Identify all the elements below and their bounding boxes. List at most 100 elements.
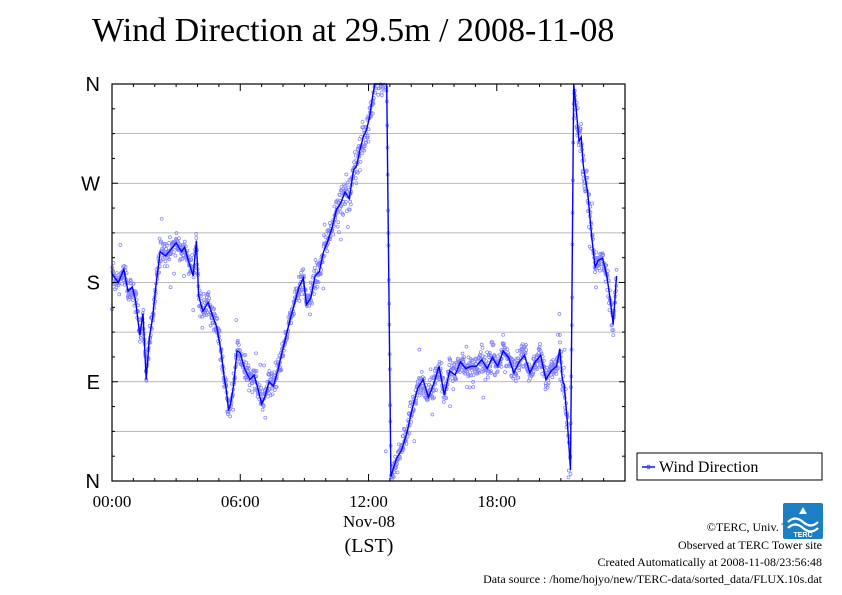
- data-point: [594, 250, 599, 255]
- x-tick-label: 12:00: [349, 492, 388, 511]
- data-point: [130, 298, 135, 303]
- data-point: [362, 144, 367, 149]
- legend-box: [636, 452, 823, 481]
- data-point: [237, 342, 241, 347]
- data-point: [197, 304, 201, 309]
- data-point: [441, 400, 446, 404]
- data-point: [173, 253, 178, 258]
- data-point: [447, 363, 452, 367]
- data-point: [141, 308, 146, 312]
- data-point: [260, 407, 265, 412]
- data-point: [610, 328, 615, 332]
- data-point: [325, 249, 329, 254]
- data-point: [301, 267, 306, 272]
- data-point: [274, 385, 279, 389]
- data-point: [167, 241, 171, 245]
- data-point: [297, 298, 302, 303]
- data-point: [354, 169, 359, 174]
- data-point: [503, 370, 507, 375]
- data-point: [308, 312, 312, 317]
- data-point: [273, 360, 278, 365]
- data-point: [379, 90, 384, 95]
- data-point: [428, 367, 433, 372]
- data-point: [352, 150, 357, 154]
- data-point: [531, 372, 535, 376]
- data-point: [360, 120, 365, 124]
- data-point: [203, 308, 208, 313]
- data-point: [611, 328, 616, 332]
- data-point: [491, 342, 496, 347]
- data-point: [259, 386, 263, 390]
- terc-logo-icon: TERC: [783, 503, 823, 539]
- data-point: [267, 369, 272, 373]
- data-point: [419, 391, 424, 396]
- data-point: [427, 378, 432, 382]
- data-point: [590, 201, 594, 206]
- data-point: [422, 376, 426, 381]
- data-point: [402, 427, 407, 432]
- data-point: [511, 376, 516, 381]
- data-point: [532, 354, 536, 359]
- x-tick-label: 06:00: [221, 492, 260, 511]
- data-point: [278, 367, 283, 372]
- data-point: [395, 470, 400, 475]
- data-point: [598, 268, 602, 273]
- data-point: [247, 388, 251, 393]
- data-point: [437, 360, 442, 364]
- data-point: [517, 368, 522, 373]
- data-point: [486, 375, 490, 380]
- data-point: [168, 235, 172, 240]
- data-point: [524, 343, 528, 347]
- data-point: [267, 387, 272, 391]
- data-point: [182, 239, 187, 244]
- data-point: [267, 391, 271, 395]
- data-point: [610, 322, 614, 327]
- data-point: [415, 379, 420, 384]
- data-point: [341, 213, 346, 217]
- data-point: [314, 269, 319, 273]
- data-point: [344, 172, 349, 177]
- data-point: [490, 339, 494, 344]
- data-point: [510, 357, 514, 362]
- data-point: [370, 111, 375, 116]
- axis-ticks: [111, 83, 626, 482]
- data-point: [513, 379, 518, 383]
- data-point: [518, 358, 523, 363]
- data-point: [176, 239, 180, 244]
- data-point: [321, 286, 326, 291]
- data-point: [394, 465, 399, 470]
- data-point: [584, 168, 589, 173]
- data-point: [319, 272, 323, 276]
- data-point: [362, 128, 366, 133]
- data-point: [117, 292, 122, 297]
- data-point: [494, 370, 499, 375]
- data-point: [345, 180, 350, 185]
- data-point: [366, 127, 371, 132]
- data-point: [296, 274, 301, 279]
- data-point: [509, 374, 514, 379]
- data-point: [231, 407, 235, 412]
- data-point: [343, 202, 347, 207]
- data-point: [502, 341, 506, 346]
- data-point: [383, 449, 388, 454]
- data-point: [345, 209, 349, 213]
- data-point: [123, 265, 128, 269]
- data-point: [131, 281, 136, 286]
- data-point: [190, 253, 194, 258]
- data-point: [171, 250, 176, 255]
- data-point: [432, 395, 436, 400]
- x-axis-zone-label: (LST): [345, 535, 394, 557]
- data-point: [568, 472, 573, 476]
- data-point: [261, 404, 266, 408]
- data-point: [538, 342, 542, 346]
- data-point: [331, 232, 335, 237]
- data-point: [524, 348, 529, 352]
- data-point: [162, 264, 167, 269]
- data-point: [465, 369, 469, 374]
- data-point: [258, 362, 263, 367]
- data-point: [243, 352, 248, 357]
- data-point: [250, 381, 255, 385]
- data-point: [268, 393, 273, 398]
- data-point: [464, 385, 469, 389]
- data-point: [362, 148, 367, 153]
